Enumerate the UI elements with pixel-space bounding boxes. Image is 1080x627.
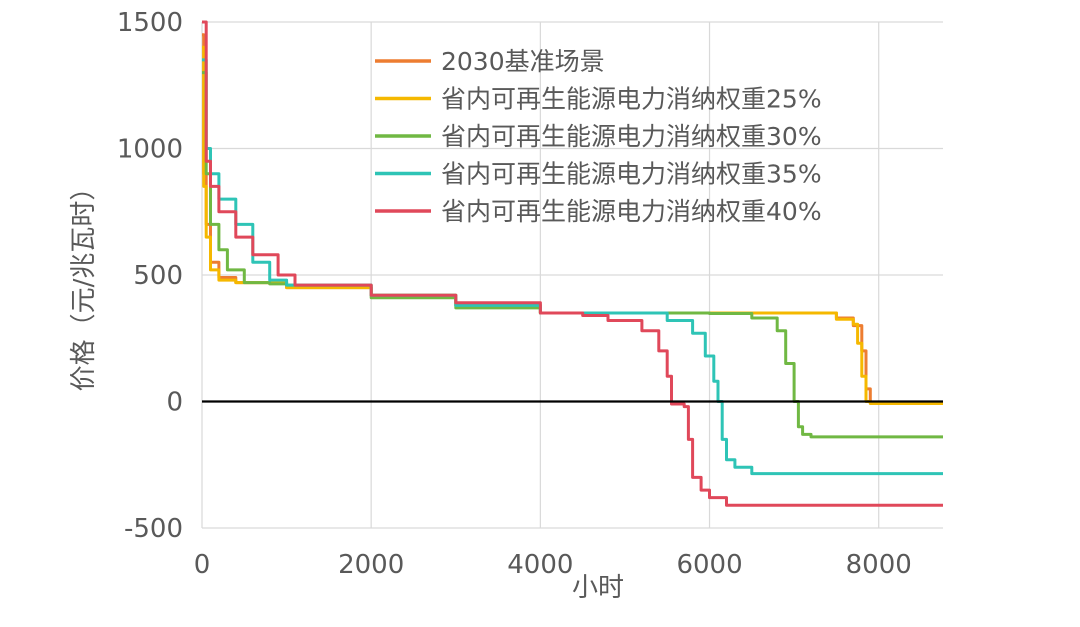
- y-tick-label: -500: [124, 514, 183, 544]
- legend-label-3: 省内可再生能源电力消纳权重30%: [441, 122, 822, 151]
- x-tick-label: 0: [194, 550, 211, 580]
- legend-label-5: 省内可再生能源电力消纳权重40%: [441, 197, 822, 226]
- x-tick-label: 2000: [338, 550, 404, 580]
- series-line-5: [202, 20, 943, 507]
- y-tick-label: 500: [133, 261, 183, 291]
- gridlines: [201, 21, 943, 529]
- y-tick-label: 1500: [117, 8, 183, 38]
- x-tick-label: 4000: [507, 550, 573, 580]
- x-tick-label: 8000: [846, 550, 912, 580]
- y-axis-title: 价格（元/兆瓦时）: [69, 175, 99, 392]
- legend-label-2: 省内可再生能源电力消纳权重25%: [441, 85, 822, 114]
- x-axis-title: 小时: [572, 573, 624, 603]
- y-tick-label: 0: [166, 388, 183, 418]
- y-tick-label: 1000: [117, 135, 183, 165]
- tick-labels: 0 2000 4000 6000 8000 -500 0 500 1000 1500: [117, 8, 912, 580]
- x-tick-label: 6000: [676, 550, 742, 580]
- legend-label-4: 省内可再生能源电力消纳权重35%: [441, 160, 822, 189]
- legend-label-1: 2030基准场景: [441, 47, 605, 76]
